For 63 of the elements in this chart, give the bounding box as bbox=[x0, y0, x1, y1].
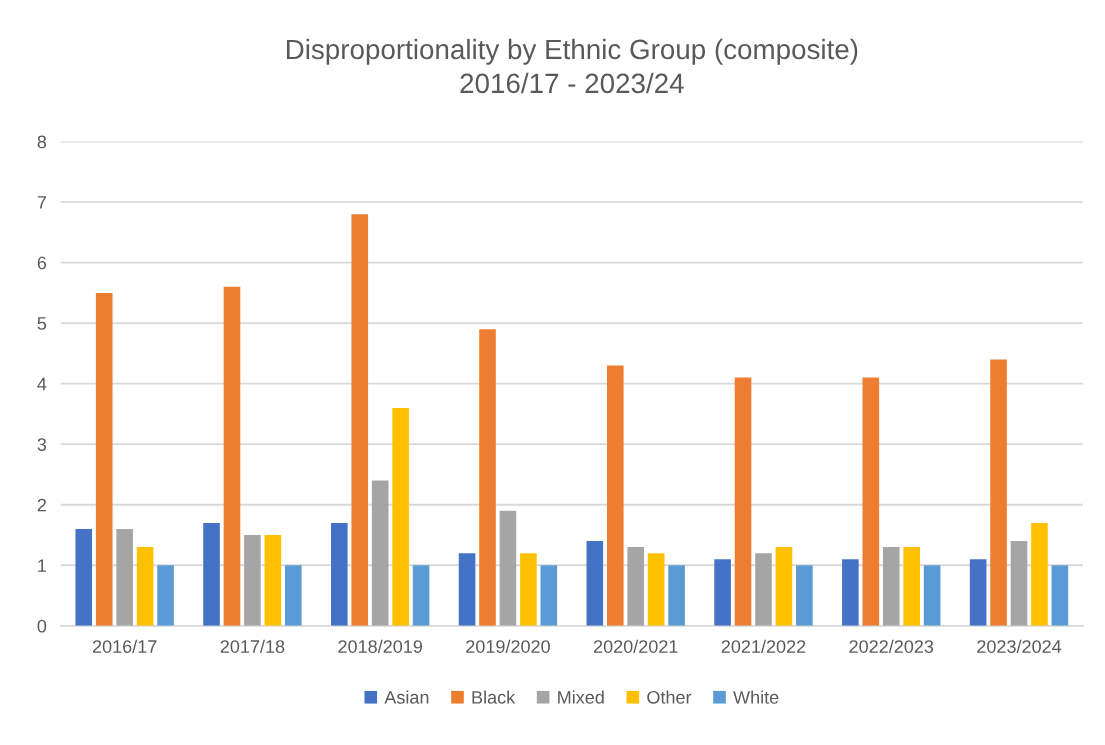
legend-label: White bbox=[733, 690, 779, 704]
x-tick-label: 2017/18 bbox=[220, 639, 285, 653]
y-tick-label: 5 bbox=[37, 317, 47, 330]
bar bbox=[647, 553, 665, 626]
x-tick-label: 2021/2022 bbox=[721, 639, 806, 653]
bar bbox=[116, 528, 133, 626]
x-tick-label: 2018/2019 bbox=[338, 639, 423, 653]
bar bbox=[1051, 565, 1069, 626]
legend-label: Other bbox=[647, 690, 692, 704]
bar bbox=[157, 565, 174, 626]
bar bbox=[882, 547, 900, 626]
bar bbox=[540, 565, 558, 626]
y-tick-label: 0 bbox=[37, 619, 47, 633]
x-tick-label: 2019/2020 bbox=[466, 639, 550, 653]
y-tick-label: 7 bbox=[37, 196, 46, 209]
bar bbox=[903, 547, 920, 626]
bar bbox=[203, 522, 220, 626]
bar bbox=[734, 377, 752, 626]
x-tick-label: 2022/2023 bbox=[849, 639, 934, 653]
legend-label: Black bbox=[472, 690, 516, 704]
bar bbox=[264, 535, 282, 626]
bar bbox=[331, 522, 348, 626]
bar bbox=[136, 547, 154, 626]
y-tick-label: 8 bbox=[37, 135, 47, 149]
x-tick-label: 2016/17 bbox=[92, 639, 157, 653]
bar bbox=[1031, 522, 1048, 626]
bar bbox=[668, 565, 685, 626]
bar bbox=[1010, 541, 1028, 626]
y-tick-label: 1 bbox=[38, 559, 47, 572]
bar bbox=[95, 292, 113, 626]
legend-label: Asian bbox=[384, 690, 429, 704]
y-tick-label: 3 bbox=[37, 438, 47, 451]
bar bbox=[714, 559, 731, 626]
bar bbox=[842, 559, 859, 626]
chart-title: Disproportionality by Ethnic Group (composite) 2016/17 - 2023/24 bbox=[286, 38, 858, 94]
y-tick-label: 2 bbox=[37, 498, 46, 512]
bar bbox=[499, 510, 517, 626]
bar bbox=[627, 547, 645, 626]
bar bbox=[392, 407, 409, 626]
bar bbox=[923, 565, 941, 626]
x-tick-label: 2020/2021 bbox=[593, 639, 678, 653]
y-tick-label: 4 bbox=[37, 377, 47, 391]
bar bbox=[223, 286, 241, 626]
bar bbox=[862, 377, 880, 626]
bar bbox=[371, 480, 389, 626]
y-tick-label: 6 bbox=[37, 256, 47, 270]
bar bbox=[285, 565, 302, 626]
bar bbox=[351, 214, 369, 626]
legend-label: Mixed bbox=[558, 690, 604, 704]
bar bbox=[755, 553, 772, 626]
bar bbox=[990, 359, 1007, 626]
x-tick-label: 2023/2024 bbox=[977, 639, 1062, 653]
bar bbox=[775, 547, 793, 626]
bar bbox=[244, 535, 261, 626]
bar bbox=[479, 329, 496, 626]
bar bbox=[458, 553, 476, 626]
bar bbox=[520, 553, 537, 626]
bar bbox=[586, 541, 604, 626]
bar bbox=[606, 365, 624, 626]
bar bbox=[796, 565, 813, 626]
bar bbox=[412, 565, 430, 626]
bar bbox=[969, 559, 987, 626]
bar bbox=[75, 528, 93, 626]
